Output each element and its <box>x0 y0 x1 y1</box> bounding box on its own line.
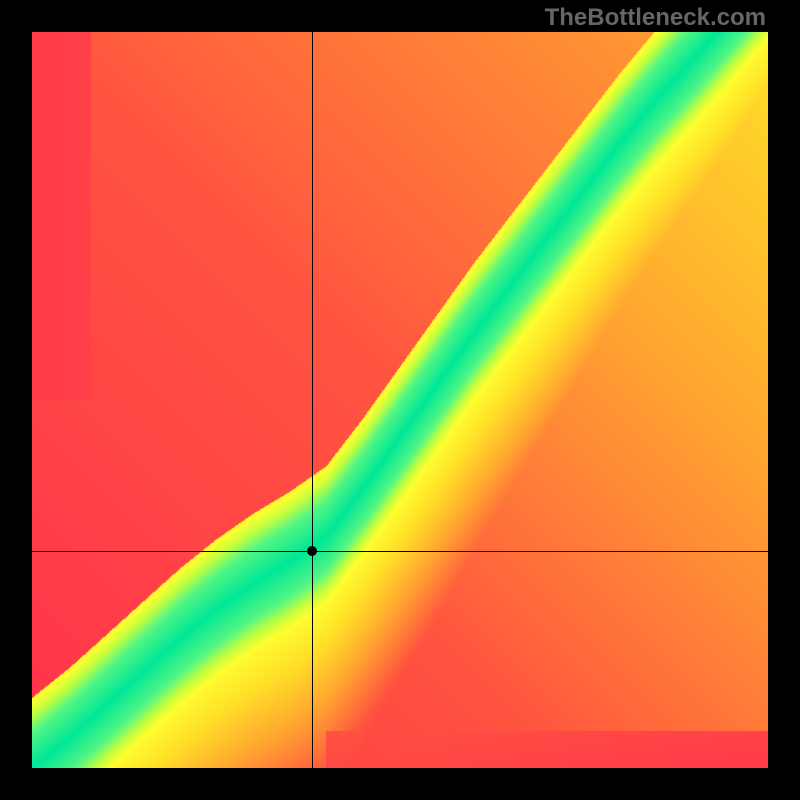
watermark-text: TheBottleneck.com <box>545 4 766 32</box>
crosshair-horizontal <box>32 551 768 552</box>
bottleneck-marker <box>307 546 317 556</box>
chart-container: TheBottleneck.com <box>0 0 800 800</box>
heatmap-canvas <box>32 32 768 768</box>
crosshair-vertical <box>312 32 313 768</box>
heatmap-plot-area <box>32 32 768 768</box>
